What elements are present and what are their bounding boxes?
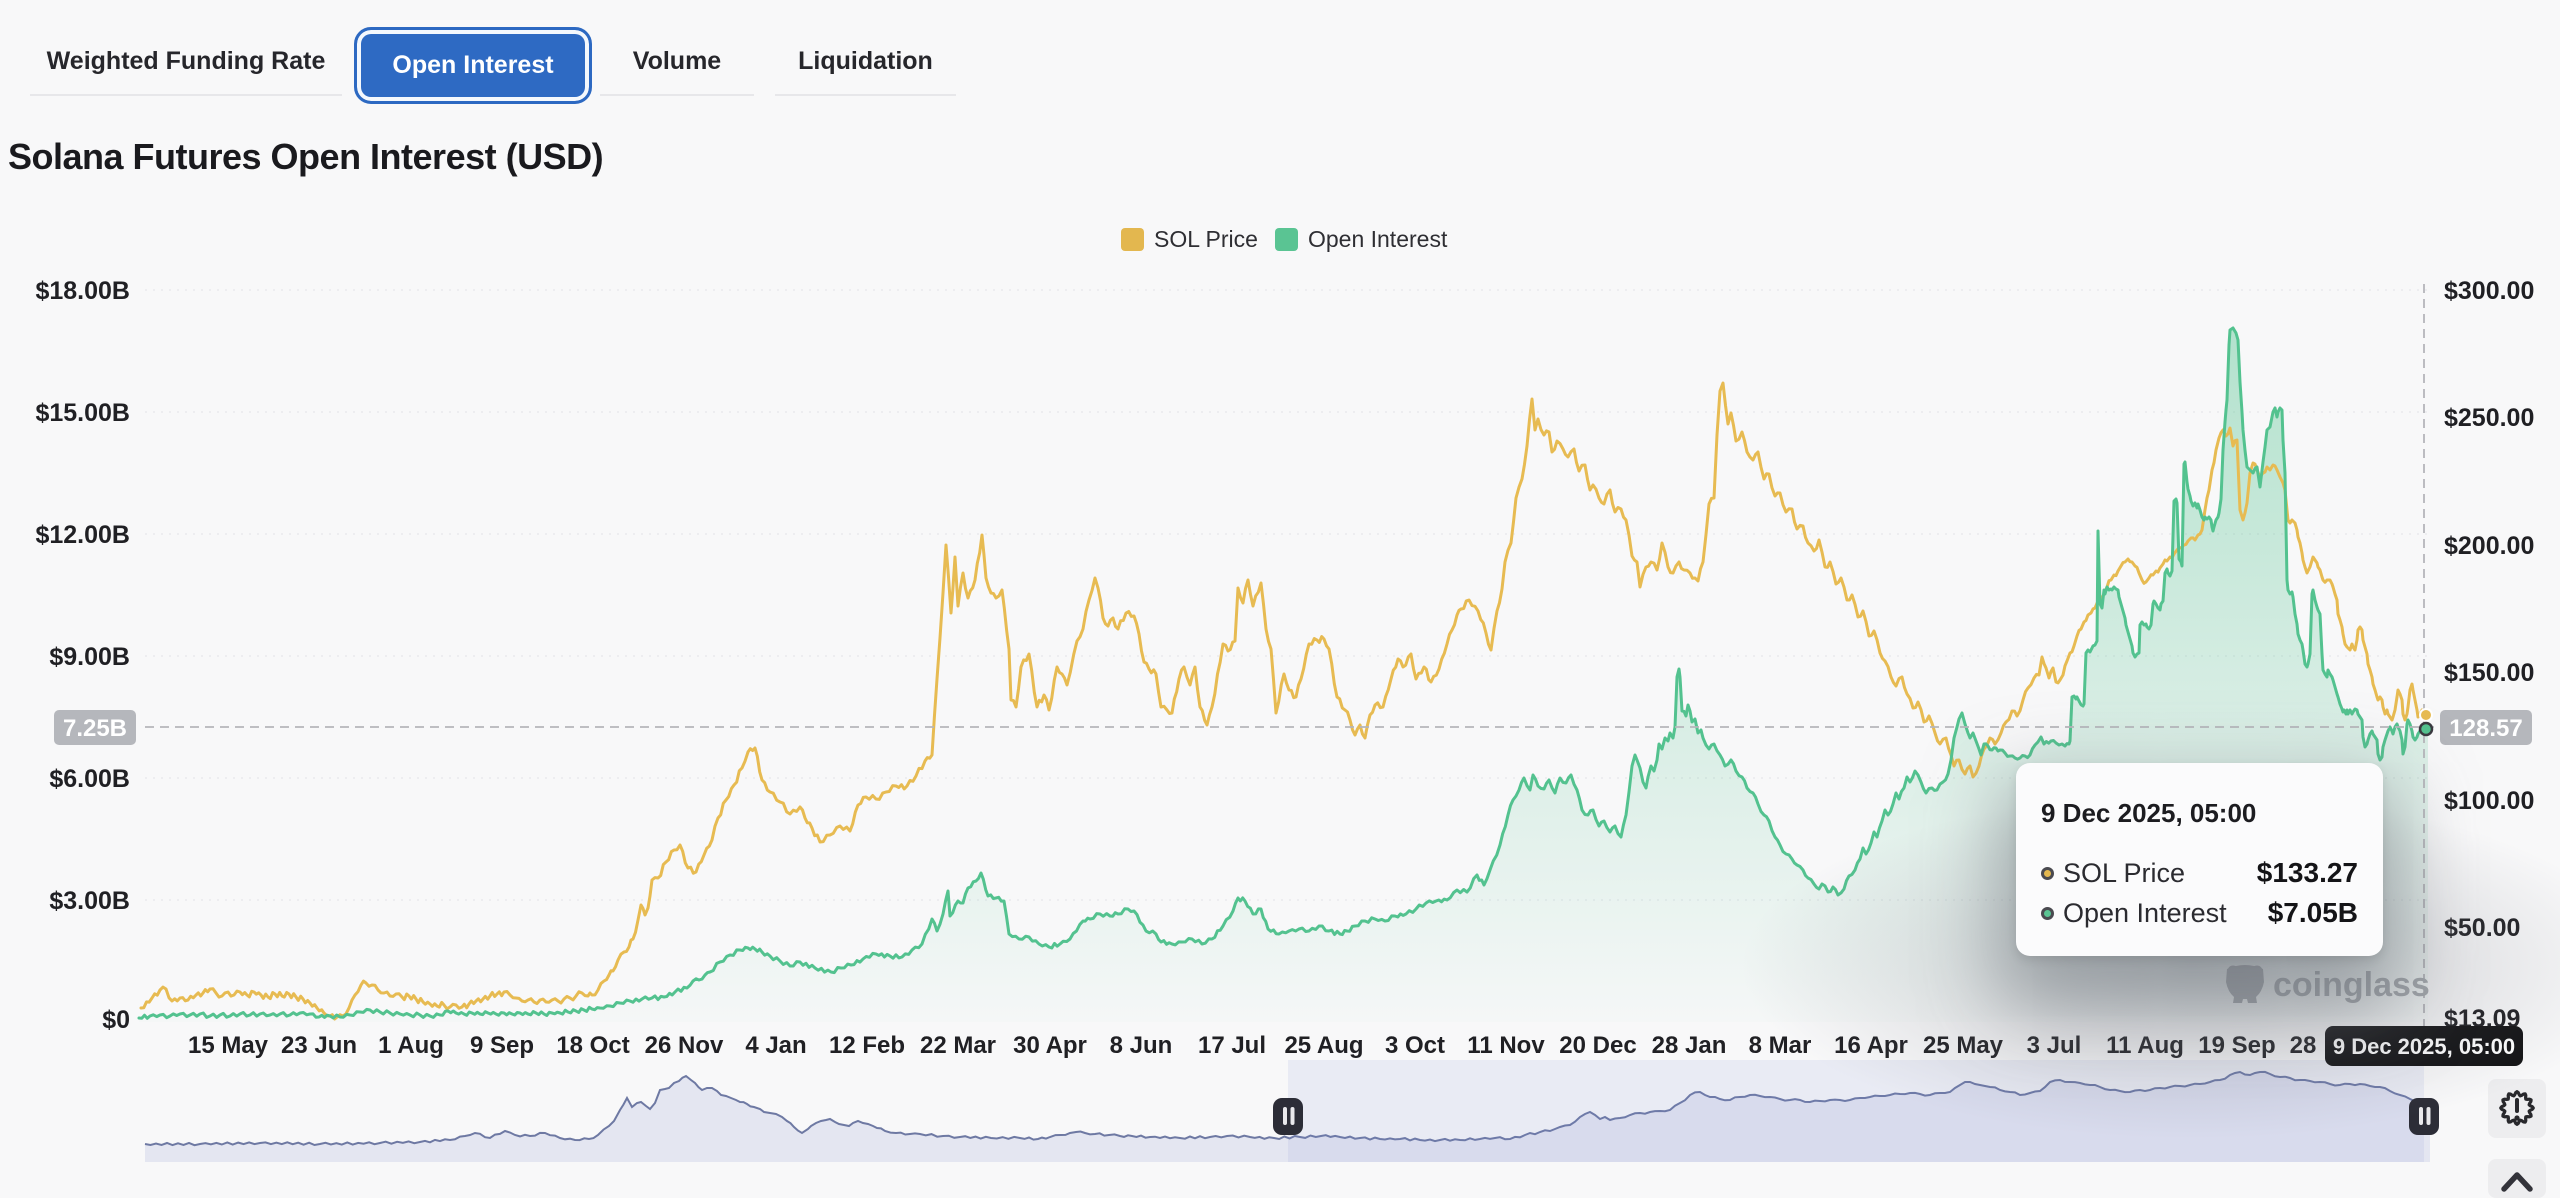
svg-text:$200.00: $200.00 (2444, 532, 2534, 560)
svg-text:19 Sep: 19 Sep (2198, 1032, 2275, 1059)
svg-text:$50.00: $50.00 (2444, 914, 2520, 942)
svg-text:1 Aug: 1 Aug (378, 1032, 444, 1059)
svg-text:20 Dec: 20 Dec (1559, 1032, 1636, 1059)
svg-text:$18.00B: $18.00B (35, 277, 130, 305)
svg-text:$0: $0 (102, 1006, 130, 1034)
svg-text:25 Aug: 25 Aug (1284, 1032, 1363, 1059)
svg-text:25 May: 25 May (1923, 1032, 2004, 1059)
svg-text:3 Jul: 3 Jul (2027, 1032, 2082, 1059)
svg-text:128.57: 128.57 (2449, 715, 2522, 742)
svg-text:15 May: 15 May (188, 1032, 269, 1059)
svg-text:26 Nov: 26 Nov (645, 1032, 724, 1059)
svg-text:$15.00B: $15.00B (35, 399, 130, 427)
svg-text:12 Feb: 12 Feb (829, 1032, 905, 1059)
svg-text:7.25B: 7.25B (63, 715, 127, 742)
svg-text:9 Dec 2025, 05:00: 9 Dec 2025, 05:00 (2333, 1034, 2515, 1059)
svg-text:$12.00B: $12.00B (35, 521, 130, 549)
svg-text:17 Jul: 17 Jul (1198, 1032, 1266, 1059)
svg-text:$300.00: $300.00 (2444, 277, 2534, 305)
svg-text:18 Oct: 18 Oct (556, 1032, 629, 1059)
svg-text:$6.00B: $6.00B (49, 765, 130, 793)
svg-text:8 Mar: 8 Mar (1749, 1032, 1812, 1059)
svg-text:4 Jan: 4 Jan (745, 1032, 806, 1059)
svg-text:28: 28 (2290, 1032, 2317, 1059)
svg-text:9 Sep: 9 Sep (470, 1032, 534, 1059)
svg-text:8 Jun: 8 Jun (1110, 1032, 1173, 1059)
svg-text:30 Apr: 30 Apr (1013, 1032, 1087, 1059)
svg-text:28 Jan: 28 Jan (1652, 1032, 1727, 1059)
svg-text:3 Oct: 3 Oct (1385, 1032, 1445, 1059)
svg-text:11 Aug: 11 Aug (2106, 1032, 2184, 1059)
svg-text:22 Mar: 22 Mar (920, 1032, 996, 1059)
svg-text:$9.00B: $9.00B (49, 643, 130, 671)
svg-text:$150.00: $150.00 (2444, 659, 2534, 687)
svg-text:11 Nov: 11 Nov (1467, 1032, 1545, 1059)
svg-text:23 Jun: 23 Jun (281, 1032, 357, 1059)
svg-text:coinglass: coinglass (2273, 966, 2430, 1004)
svg-text:$250.00: $250.00 (2444, 404, 2534, 432)
svg-text:$100.00: $100.00 (2444, 787, 2534, 815)
svg-text:$3.00B: $3.00B (49, 887, 130, 915)
svg-text:16 Apr: 16 Apr (1834, 1032, 1908, 1059)
